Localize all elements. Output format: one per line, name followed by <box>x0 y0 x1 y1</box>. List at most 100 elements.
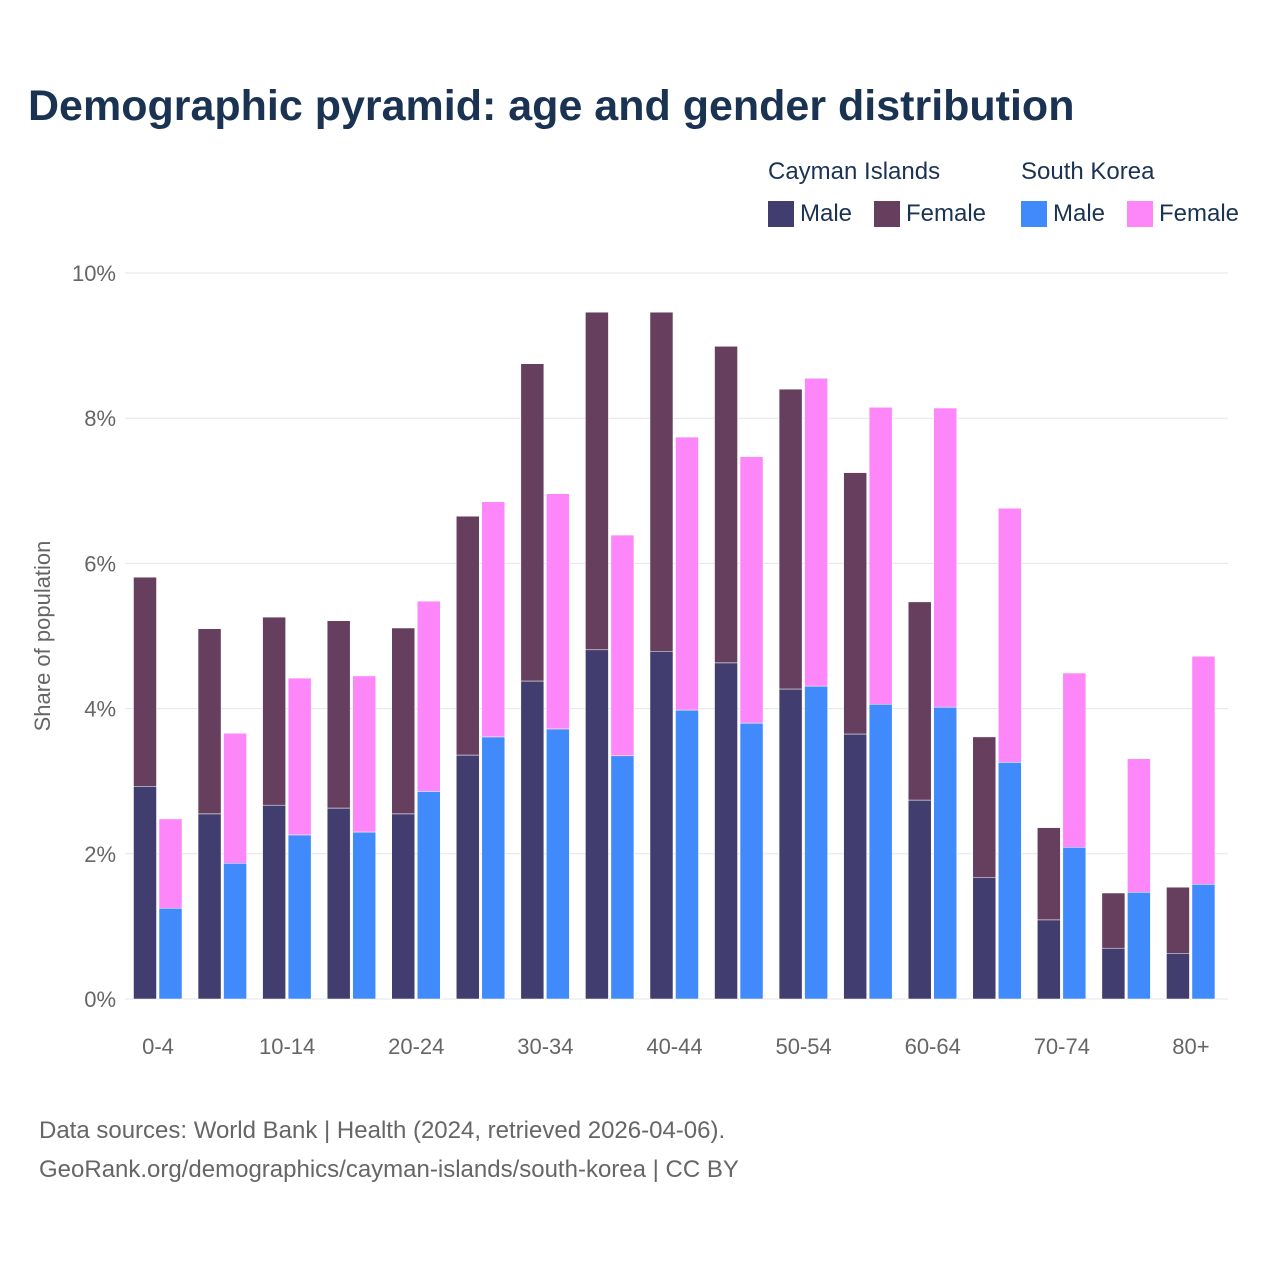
bar-cayman-islands-female <box>1037 827 1061 921</box>
bar-cayman-islands-female <box>714 346 738 664</box>
bar-cayman-islands-female <box>520 363 545 682</box>
bar-south-korea-male <box>1062 847 1087 1000</box>
bar-cayman-islands-male <box>843 733 867 1000</box>
x-tick-label: 40-44 <box>646 1034 702 1059</box>
bar-cayman-islands-female <box>843 472 867 735</box>
bar-cayman-islands-male <box>197 813 222 1000</box>
bar-cayman-islands-male <box>1101 947 1126 1000</box>
y-tick-label: 2% <box>84 842 116 867</box>
legend-swatch <box>768 201 794 227</box>
bar-cayman-islands-female <box>585 311 609 651</box>
bar-south-korea-female <box>1191 656 1216 885</box>
legend-label: Female <box>1159 200 1240 227</box>
y-tick-label: 8% <box>84 406 116 431</box>
source-line-2: GeoRank.org/demographics/cayman-islands/… <box>39 1156 739 1183</box>
x-tick-label: 50-54 <box>775 1034 831 1059</box>
x-tick-label: 0-4 <box>142 1034 174 1059</box>
legend-cayman-male: Male <box>768 200 852 228</box>
bar-south-korea-male <box>481 736 506 1000</box>
x-tick-label: 70-74 <box>1034 1034 1090 1059</box>
bar-south-korea-female <box>1062 672 1087 848</box>
bar-south-korea-male <box>223 862 247 1000</box>
legend-swatch <box>874 201 900 227</box>
bar-south-korea-male <box>1127 892 1151 1000</box>
bar-south-korea-male <box>416 791 441 1000</box>
x-tick-label: 60-64 <box>905 1034 961 1059</box>
bar-south-korea-female <box>675 436 699 711</box>
bar-cayman-islands-male <box>714 662 738 1000</box>
bar-south-korea-male <box>158 908 183 1000</box>
y-axis-label: Share of population <box>30 541 55 732</box>
bar-cayman-islands-female <box>1166 886 1190 954</box>
legend-label: Male <box>1053 200 1106 227</box>
bar-south-korea-male <box>868 703 893 1000</box>
bar-south-korea-male <box>739 722 764 1000</box>
bar-south-korea-male <box>546 728 570 1000</box>
bar-south-korea-female <box>1127 758 1151 893</box>
legend-swatch <box>1127 201 1153 227</box>
bar-south-korea-female <box>416 600 441 792</box>
bar-cayman-islands-male <box>326 807 351 1000</box>
bar-south-korea-female <box>868 407 893 705</box>
bar-south-korea-male <box>610 755 635 1000</box>
bar-cayman-islands-female <box>197 628 222 815</box>
legend-label: Female <box>906 200 987 227</box>
bar-cayman-islands-male <box>133 786 157 1000</box>
x-tick-label: 20-24 <box>388 1034 444 1059</box>
bar-south-korea-female <box>546 493 570 730</box>
legend-korea-male: Male <box>1021 200 1105 228</box>
legend-group-cayman: Cayman Islands <box>768 158 941 185</box>
bar-south-korea-female <box>481 501 506 738</box>
bar-cayman-islands-male <box>391 813 415 1000</box>
y-tick-label: 4% <box>84 697 116 722</box>
bar-south-korea-male <box>1191 884 1216 1000</box>
bar-south-korea-female <box>223 733 247 864</box>
bar-south-korea-female <box>287 677 312 836</box>
chart-title: Demographic pyramid: age and gender dist… <box>28 82 1075 130</box>
bar-cayman-islands-female <box>1101 892 1126 949</box>
legend-swatch <box>1021 201 1047 227</box>
bar-cayman-islands-female <box>972 736 997 879</box>
bar-cayman-islands-male <box>649 650 674 1000</box>
bar-south-korea-male <box>675 709 699 1000</box>
bar-south-korea-female <box>610 534 635 757</box>
x-tick-label: 10-14 <box>259 1034 315 1059</box>
bar-south-korea-female <box>158 818 183 909</box>
bar-cayman-islands-female <box>456 515 480 756</box>
bar-south-korea-female <box>804 378 828 687</box>
bar-cayman-islands-male <box>972 877 997 1000</box>
source-line-1: Data sources: World Bank | Health (2024,… <box>39 1117 726 1144</box>
bar-cayman-islands-male <box>520 680 545 1000</box>
bar-cayman-islands-female <box>907 601 932 801</box>
bar-cayman-islands-female <box>262 616 286 806</box>
legend-cayman-female: Female <box>874 200 986 228</box>
bar-cayman-islands-male <box>262 804 286 1000</box>
legend-korea-female: Female <box>1127 200 1239 228</box>
bar-cayman-islands-female <box>778 388 803 690</box>
bar-south-korea-female <box>998 507 1022 763</box>
bar-cayman-islands-female <box>326 620 351 809</box>
bar-south-korea-female <box>352 675 376 833</box>
bar-south-korea-male <box>352 831 376 1000</box>
bar-cayman-islands-male <box>456 754 480 1000</box>
y-tick-label: 10% <box>72 261 116 286</box>
bar-cayman-islands-male <box>1166 953 1190 1000</box>
x-tick-label: 80+ <box>1172 1034 1209 1059</box>
bar-cayman-islands-female <box>391 627 415 815</box>
bar-cayman-islands-male <box>1037 919 1061 1000</box>
bar-cayman-islands-male <box>585 649 609 1000</box>
bar-cayman-islands-female <box>649 311 674 652</box>
bar-south-korea-male <box>998 762 1022 1000</box>
bar-south-korea-female <box>739 456 764 724</box>
bar-south-korea-male <box>933 706 957 1000</box>
x-tick-label: 30-34 <box>517 1034 573 1059</box>
bar-cayman-islands-male <box>778 688 803 1000</box>
y-tick-label: 0% <box>84 987 116 1012</box>
bar-cayman-islands-male <box>907 799 932 1000</box>
bar-south-korea-male <box>287 834 312 1000</box>
legend-group-korea: South Korea <box>1021 158 1155 185</box>
y-tick-label: 6% <box>84 551 116 576</box>
bar-cayman-islands-female <box>133 576 157 787</box>
